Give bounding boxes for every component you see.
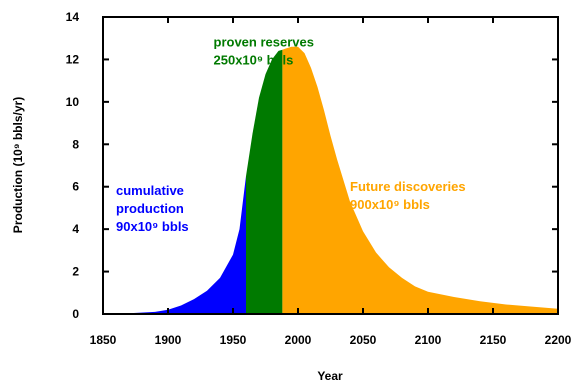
annotation-1-line-3: 90x10⁹ bbls	[116, 219, 189, 234]
x-tick-label: 1850	[90, 333, 117, 347]
x-axis-title: Year	[317, 369, 343, 383]
area-region-3	[282, 46, 558, 314]
y-tick-label: 0	[72, 307, 79, 321]
x-tick-label: 2200	[545, 333, 572, 347]
y-tick-label: 8	[72, 137, 79, 151]
annotations: cumulative production 90x10⁹ bbls proven re…	[116, 35, 466, 234]
annotation-1-line-2: production	[116, 201, 184, 216]
y-axis-title: Production (10⁹ bbls/yr)	[11, 97, 25, 233]
x-axis-ticks: 1850 1900 1950 2000 2050 2100 2150 2200	[90, 17, 572, 347]
annotation-2-line-2: 250x10⁹ bbls	[214, 53, 294, 68]
x-tick-label: 1950	[220, 333, 247, 347]
y-tick-label: 10	[66, 95, 80, 109]
annotation-3-line-2: 900x10⁹ bbls	[350, 197, 430, 212]
x-tick-label: 2150	[480, 333, 507, 347]
x-tick-label: 2100	[415, 333, 442, 347]
y-axis-ticks: 0 2 4 6 8 10 12 14	[66, 10, 558, 321]
y-tick-label: 14	[66, 10, 80, 24]
plot-frame	[102, 16, 559, 315]
area-region-2	[246, 49, 283, 314]
x-tick-label: 1900	[155, 333, 182, 347]
annotation-1-line-1: cumulative	[116, 183, 184, 198]
x-tick-label: 2000	[285, 333, 312, 347]
x-tick-label: 2050	[350, 333, 377, 347]
area-regions	[103, 46, 558, 314]
y-tick-label: 4	[72, 222, 79, 236]
annotation-2-line-1: proven reserves	[214, 35, 314, 50]
y-tick-label: 12	[66, 52, 80, 66]
y-tick-label: 6	[72, 180, 79, 194]
y-tick-label: 2	[72, 265, 79, 279]
annotation-3-line-1: Future discoveries	[350, 179, 466, 194]
area-region-1	[103, 176, 246, 314]
